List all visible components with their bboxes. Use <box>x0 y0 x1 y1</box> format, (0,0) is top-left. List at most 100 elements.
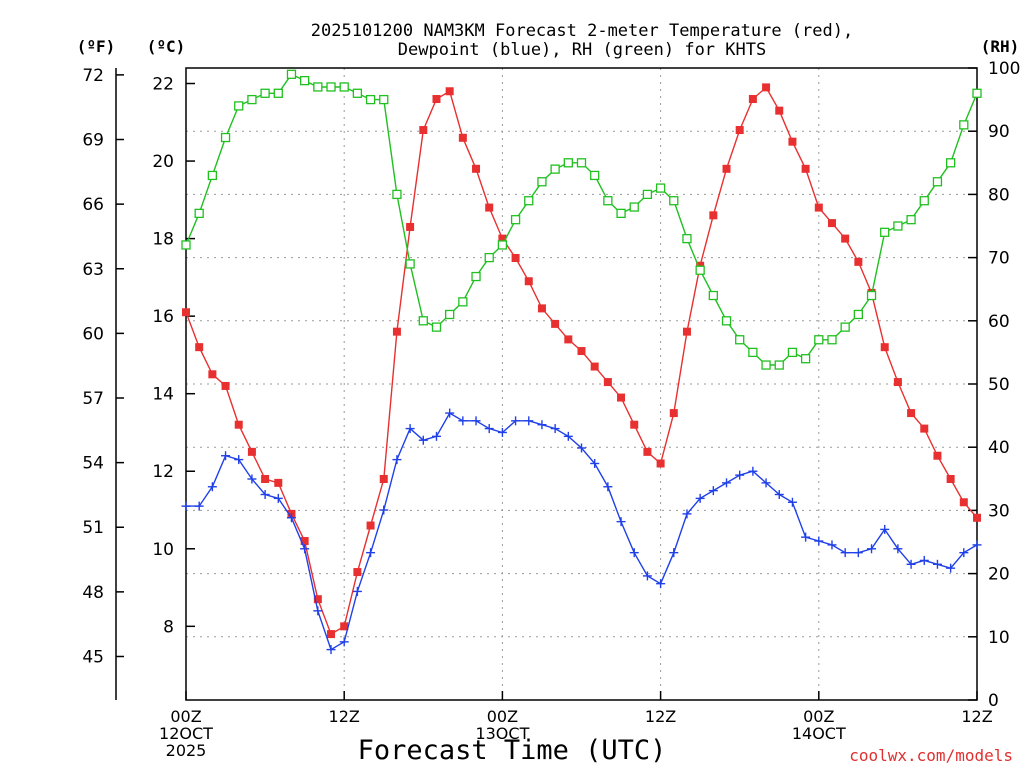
series-2-meter-temperature <box>182 83 981 639</box>
temperature-point <box>485 203 494 212</box>
rh-point <box>972 88 982 98</box>
temperature-point <box>630 420 639 429</box>
temperature-point <box>841 234 850 243</box>
temperature-point <box>274 478 283 487</box>
x-tick-label: 2025 <box>166 741 207 760</box>
temperature-point <box>234 420 243 429</box>
temperature-point <box>709 211 718 220</box>
rh-point <box>576 158 587 168</box>
temperature-point <box>300 537 309 546</box>
rh-point <box>669 196 679 206</box>
dewpoint-point <box>458 416 468 426</box>
temperature-point <box>656 459 665 468</box>
rh-point <box>721 316 732 326</box>
dewpoint-point <box>405 424 415 434</box>
x-tick-label: 00Z <box>170 707 201 726</box>
rh-point <box>840 322 850 332</box>
rh-point <box>932 177 943 187</box>
dewpoint-point <box>392 455 402 465</box>
dewpoint-point <box>221 451 231 461</box>
temperature-point <box>590 362 599 371</box>
rh-point <box>827 335 837 345</box>
rh-point <box>247 94 257 105</box>
fahrenheit-tick-label: 45 <box>82 647 104 667</box>
rh-point <box>735 335 745 345</box>
rh-point <box>550 164 560 174</box>
dewpoint-point <box>774 490 784 500</box>
rh-point <box>234 101 244 111</box>
temperature-point <box>827 219 836 228</box>
temperature-point <box>208 370 217 379</box>
temperature-point <box>261 474 270 483</box>
fahrenheit-tick-label: 57 <box>82 389 104 409</box>
dewpoint-point <box>300 544 310 554</box>
dewpoint-point <box>669 548 679 558</box>
rh-point <box>537 177 547 187</box>
temperature-point <box>406 222 415 231</box>
celsius-tick-label: 18 <box>152 230 174 250</box>
dewpoint-point <box>313 606 323 616</box>
temperature-point <box>762 83 771 92</box>
dewpoint-point <box>853 548 863 558</box>
dewpoint-point <box>880 524 890 534</box>
rh-tick-label: 30 <box>988 501 1010 521</box>
dewpoint-point <box>497 427 507 437</box>
dewpoint-point <box>577 443 586 453</box>
rh-point <box>603 196 613 206</box>
dewpoint-point <box>761 478 771 488</box>
rh-point <box>945 158 956 168</box>
dewpoint-point <box>550 424 560 434</box>
rh-point <box>959 120 969 130</box>
celsius-tick-label: 22 <box>152 75 174 95</box>
x-tick-label: 00Z <box>803 707 834 726</box>
rh-point <box>207 170 218 181</box>
dewpoint-point <box>629 548 639 558</box>
temperature-point <box>735 126 744 135</box>
x-tick-label: 12Z <box>329 707 360 726</box>
temperature-point <box>458 133 467 142</box>
dewpoint-point <box>590 458 600 468</box>
temperature-point <box>327 630 336 639</box>
dewpoint-point <box>827 540 837 550</box>
rh-point <box>220 132 231 143</box>
x-tick-label: 13OCT <box>475 724 529 743</box>
rh-point <box>814 335 824 345</box>
temperature-point <box>722 164 731 173</box>
temperature-point <box>432 95 441 104</box>
dewpoint-point <box>247 474 257 484</box>
rh-point <box>194 208 204 219</box>
chart-title-line-1: 2025101200 NAM3KM Forecast 2-meter Tempe… <box>311 21 853 41</box>
dewpoint-point <box>893 544 903 554</box>
temperature-point <box>788 137 797 146</box>
rh-point <box>392 189 402 200</box>
credit-link[interactable]: coolwx.com/models <box>849 746 1013 765</box>
rh-tick-label: 70 <box>988 249 1010 269</box>
dewpoint-point <box>524 416 534 426</box>
temperature-point <box>854 257 863 266</box>
dewpoint-point <box>919 555 929 565</box>
dewpoint-point <box>273 493 283 503</box>
rh-point <box>893 221 903 231</box>
temperature-point <box>801 164 810 173</box>
rh-tick-label: 20 <box>988 565 1010 585</box>
dewpoint-point <box>708 486 718 496</box>
grid-lines <box>186 68 977 700</box>
rh-point <box>866 290 877 301</box>
rh-point <box>181 240 191 250</box>
temperature-point <box>643 447 652 456</box>
dewpoint-point <box>379 505 389 515</box>
rh-point <box>708 290 718 301</box>
dewpoint-point <box>234 455 244 465</box>
temperature-point <box>353 568 362 577</box>
rh-point <box>431 322 442 332</box>
rh-point <box>563 158 573 168</box>
rh-point <box>774 360 784 370</box>
temperature-point <box>959 498 968 507</box>
dewpoint-point <box>867 544 877 554</box>
dewpoint-point <box>801 532 811 542</box>
dewpoint-point <box>959 548 969 558</box>
temperature-point <box>564 335 573 344</box>
temperature-point <box>247 447 256 456</box>
dewpoint-point <box>906 559 916 569</box>
dewpoint-point <box>326 645 336 655</box>
